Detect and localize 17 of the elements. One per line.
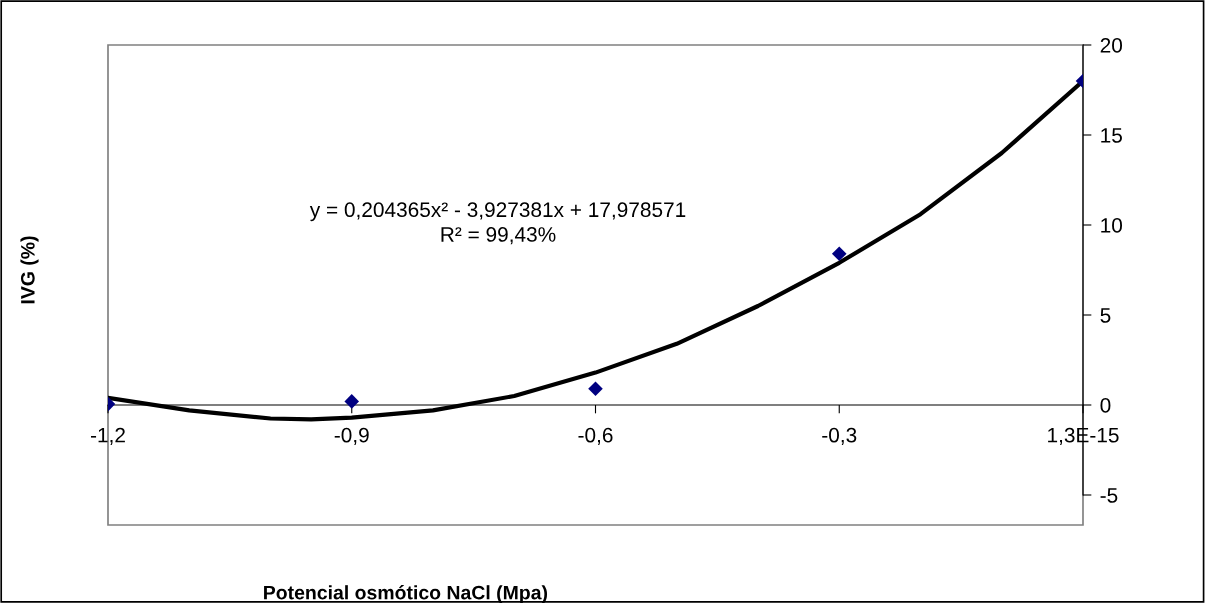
y-tick-label: 0 [1100,398,1111,413]
annotation: y = 0,204365x² - 3,927381x + 17,978571 [309,202,686,222]
y-tick-label: 10 [1101,218,1123,233]
x-tick-label: -0,3 [822,427,857,445]
x-tick-label: -0,9 [334,427,369,445]
y-tick-label: 20 [1100,38,1123,53]
x-axis-title: Potencial osmótico NaCl (Mpa) [264,585,548,603]
x-tick-label: -0,6 [578,427,613,445]
point [831,246,847,262]
annotation: R² = 99,43% [441,227,556,245]
y-axis-title: IVG (%) [20,236,39,304]
y-tick-label: 5 [1100,308,1111,323]
point [344,394,360,409]
point [588,381,603,397]
x-tick-label: -1,2 [90,427,125,445]
y-tick-label: 15 [1101,128,1122,143]
y-tick-label: -5 [1100,488,1118,503]
